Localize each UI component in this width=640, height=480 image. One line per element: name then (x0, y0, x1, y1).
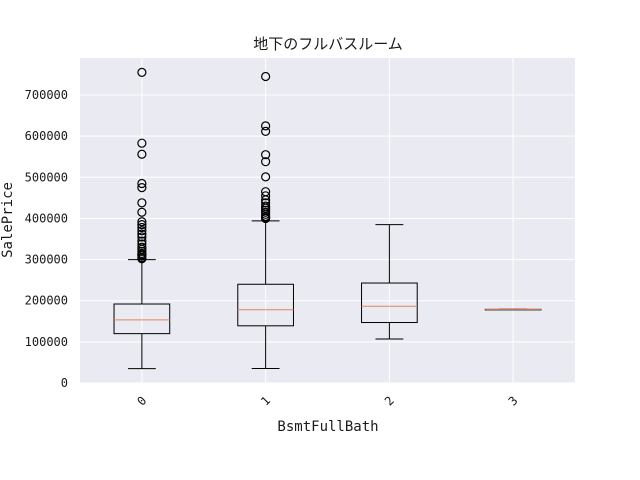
y-tick-label: 300000 (25, 253, 68, 267)
outlier-point (137, 178, 147, 189)
y-tick-label: 400000 (25, 211, 68, 225)
chart-title: 地下のフルバスルーム (253, 35, 403, 53)
box-2 (361, 224, 418, 340)
outlier-point (261, 126, 271, 136)
outlier-point (137, 67, 147, 77)
box-0 (113, 67, 171, 370)
outlier-point (137, 138, 147, 148)
outlier-point (261, 121, 271, 131)
x-tick-label: 0 (134, 393, 149, 408)
boxes (113, 67, 542, 370)
outlier-point (137, 226, 147, 236)
y-tick-label: 100000 (25, 335, 68, 349)
outlier-point (137, 229, 147, 239)
outlier-point (261, 201, 271, 211)
outlier-point (261, 191, 271, 201)
box-3 (484, 308, 542, 311)
y-tick-label: 500000 (25, 170, 68, 184)
outlier-point (261, 150, 271, 160)
outlier-point (261, 198, 271, 208)
outlier-point (261, 187, 271, 197)
plot-area-background (80, 58, 575, 383)
outlier-point (261, 172, 271, 182)
y-tick-label: 700000 (25, 88, 68, 102)
outlier-point (137, 239, 147, 249)
outlier-point (137, 236, 147, 246)
y-axis-label: SalePrice (0, 182, 16, 258)
outlier-point (261, 157, 271, 167)
x-tick-label: 1 (258, 393, 273, 408)
outlier-point (137, 207, 147, 217)
iqr-box (113, 303, 171, 335)
x-tick-label: 3 (506, 393, 521, 408)
outlier-point (137, 217, 147, 227)
iqr-box (361, 282, 418, 324)
outlier-point (261, 71, 271, 82)
box-1 (237, 71, 294, 369)
x-tick-label: 2 (382, 393, 397, 408)
outlier-point (137, 198, 147, 208)
y-tick-label: 600000 (25, 129, 68, 143)
outlier-point (137, 220, 147, 230)
outlier-point (137, 232, 147, 242)
outlier-point (137, 242, 147, 252)
x-axis-label: BsmtFullBath (277, 419, 378, 435)
y-tick-label: 0 (61, 376, 68, 390)
iqr-box (237, 283, 294, 327)
y-tick-label: 200000 (25, 294, 68, 308)
outlier-point (137, 222, 147, 233)
outlier-point (137, 149, 147, 159)
outlier-point (137, 182, 147, 193)
